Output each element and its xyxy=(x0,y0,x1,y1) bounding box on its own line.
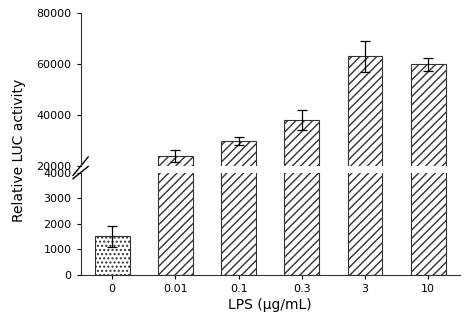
Bar xyxy=(221,0,256,275)
Bar xyxy=(284,0,319,275)
Bar xyxy=(411,0,446,275)
Bar xyxy=(347,57,383,217)
Text: Relative LUC activity: Relative LUC activity xyxy=(12,79,26,222)
Bar xyxy=(347,0,383,275)
X-axis label: LPS (μg/mL): LPS (μg/mL) xyxy=(228,298,312,312)
Bar xyxy=(95,214,129,217)
Bar xyxy=(158,0,193,275)
Bar xyxy=(284,120,319,217)
Bar xyxy=(95,236,129,275)
Bar xyxy=(221,141,256,217)
Bar xyxy=(411,64,446,217)
Bar xyxy=(158,156,193,217)
